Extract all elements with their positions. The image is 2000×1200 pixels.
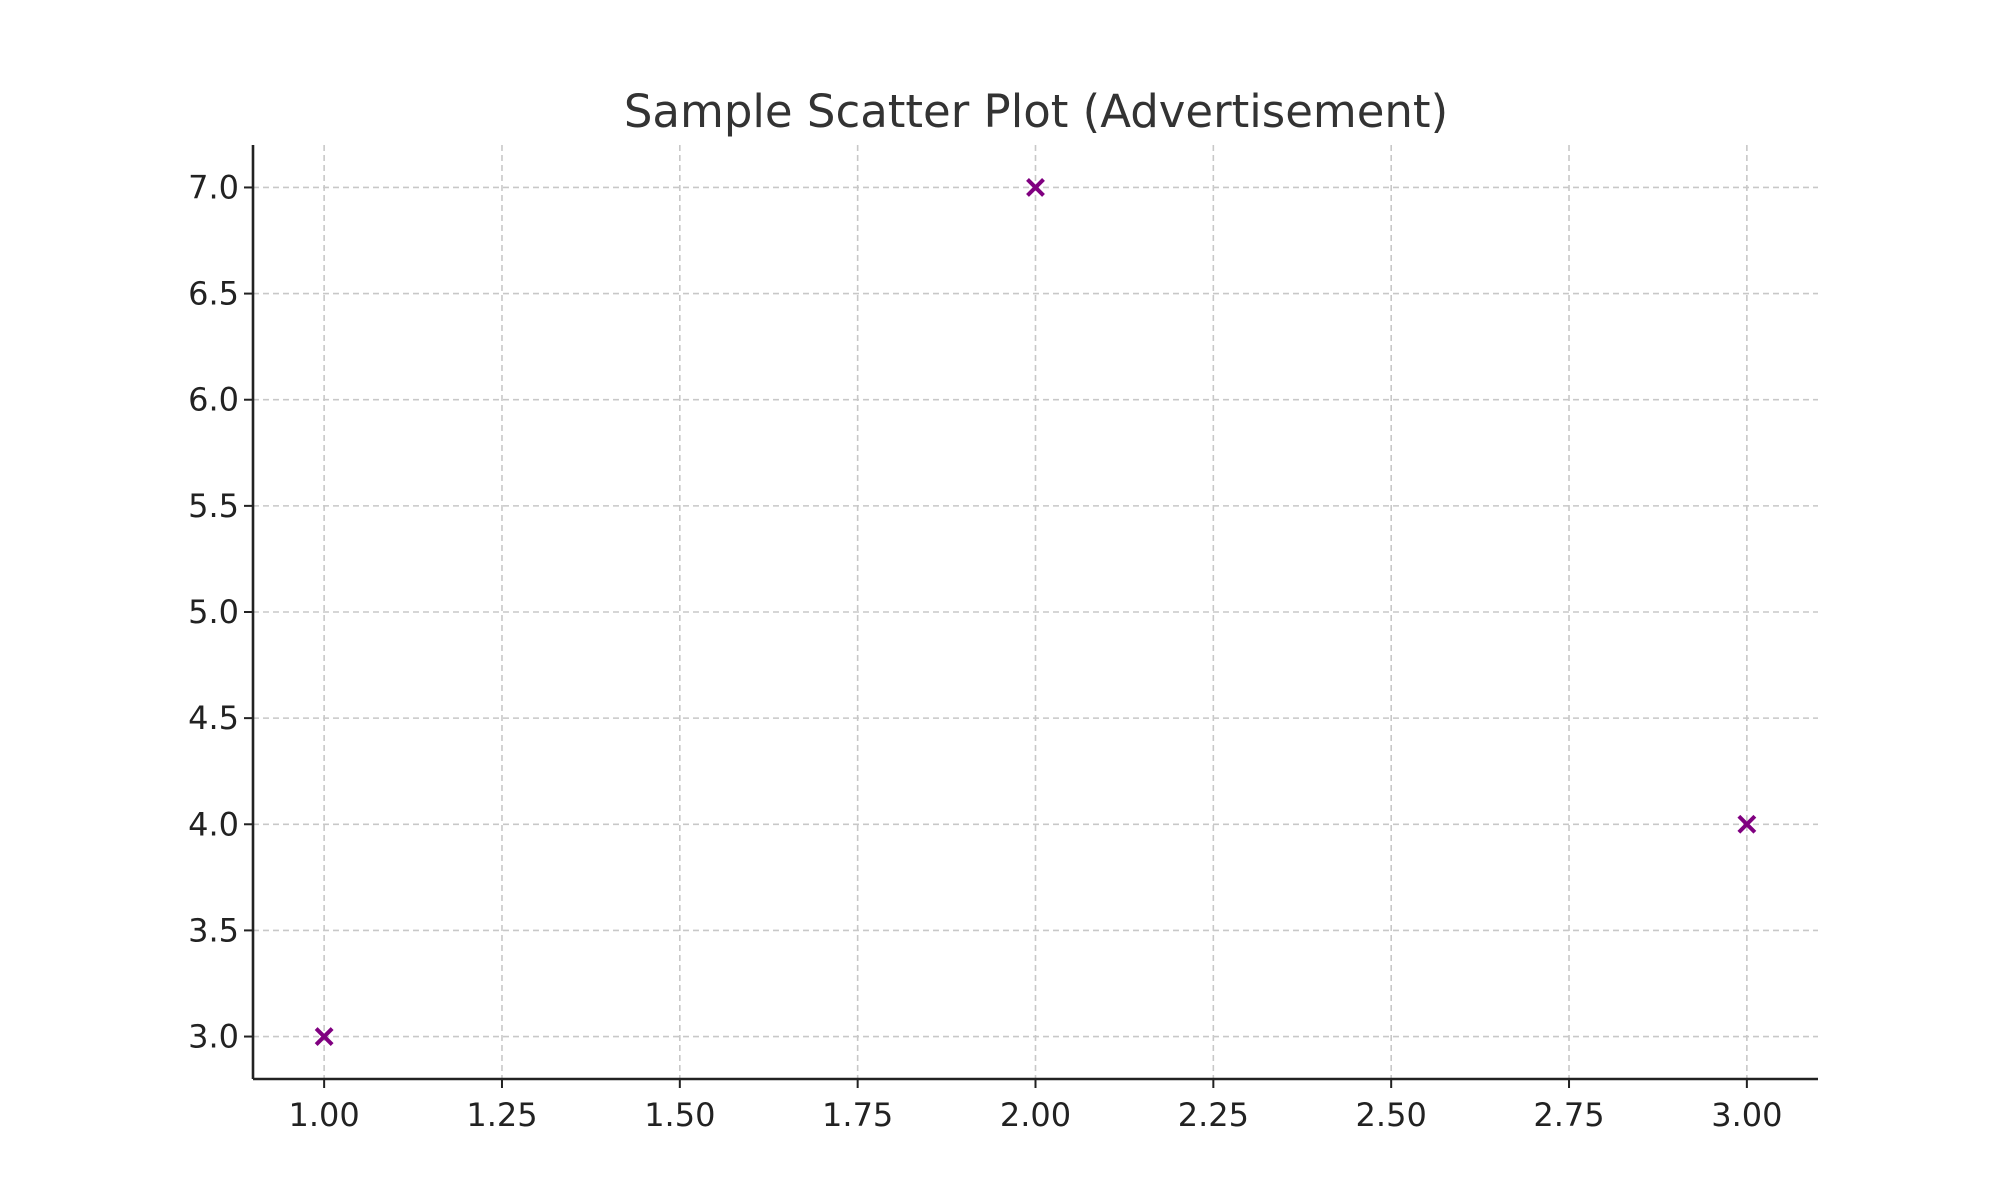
x-tick-label: 2.25 <box>1178 1096 1249 1134</box>
x-tick-label: 2.75 <box>1533 1096 1604 1134</box>
data-point-stroke <box>1026 178 1045 197</box>
data-point <box>314 1027 334 1046</box>
x-tick-label: 1.75 <box>822 1096 893 1134</box>
ticks: 1.00 1.25 1.50 1.75 2.00 2.25 2.50 2.75 3.00 3.0 3… <box>188 168 1782 1134</box>
y-tick-label: 3.5 <box>188 911 239 949</box>
data-point <box>1737 814 1757 834</box>
y-tick-label: 4.5 <box>188 699 239 737</box>
data-point-stroke <box>314 1027 334 1046</box>
x-tick-label: 1.50 <box>644 1096 715 1134</box>
x-tick-label: 3.00 <box>1711 1096 1782 1134</box>
data-points <box>314 178 1757 1046</box>
data-point-stroke <box>1737 814 1757 834</box>
grid <box>253 145 1818 1079</box>
x-tick-label: 2.00 <box>1000 1096 1071 1134</box>
y-tick-label: 5.0 <box>188 593 239 631</box>
y-tick-label: 3.0 <box>188 1018 239 1056</box>
y-tick-label: 6.0 <box>188 381 239 419</box>
x-tick-label: 2.50 <box>1356 1096 1427 1134</box>
y-tick-label: 4.0 <box>188 805 239 843</box>
x-tick-label: 1.25 <box>466 1096 537 1134</box>
y-tick-label: 7.0 <box>188 168 239 206</box>
x-tick-label: 1.00 <box>289 1096 360 1134</box>
y-tick-label: 6.5 <box>188 275 239 313</box>
chart-title: Sample Scatter Plot (Advertisement) <box>624 85 1448 138</box>
data-point <box>1026 178 1045 197</box>
y-tick-label: 5.5 <box>188 487 239 525</box>
